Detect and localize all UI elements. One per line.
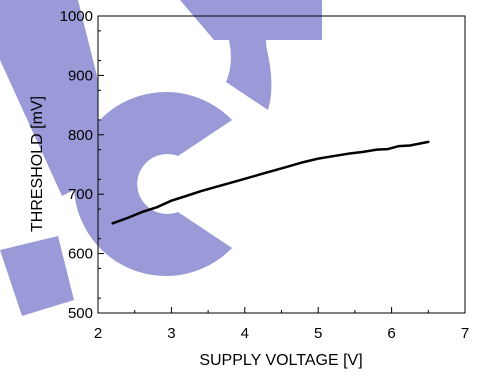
data-point [332, 155, 334, 157]
data-point [258, 173, 261, 176]
x-tick-label: 3 [167, 325, 175, 342]
data-point [346, 153, 349, 155]
data-point [273, 169, 276, 172]
y-tick-label: 600 [68, 246, 93, 263]
watermark-left-stroke [0, 0, 98, 196]
data-point [155, 206, 158, 209]
y-axis-title: THRESHOLD [mV] [29, 96, 46, 232]
data-point [214, 186, 217, 188]
series [111, 140, 430, 225]
x-tick-label: 7 [461, 325, 469, 342]
data-point [427, 141, 430, 143]
y-tick-label: 700 [68, 186, 93, 203]
data-point [126, 217, 129, 219]
data-point [398, 145, 400, 147]
data-point [200, 190, 202, 192]
data-point [170, 199, 173, 202]
tick-labels: 2 3 4 5 6 7 500 600 700 800 900 1000 [60, 8, 470, 342]
watermark [0, 0, 322, 316]
data-point [317, 157, 320, 160]
data-point [229, 182, 231, 184]
data-point [244, 178, 246, 180]
x-tick-label: 6 [387, 325, 395, 342]
data-point [376, 148, 378, 151]
axes [97, 15, 466, 314]
data-point [387, 148, 389, 150]
data-point [141, 211, 143, 213]
watermark-bottom-left-stroke [0, 236, 74, 316]
data-point [111, 222, 114, 225]
watermark-t-shape [180, 0, 322, 110]
x-tick-label: 5 [314, 325, 322, 342]
y-tick-label: 1000 [60, 8, 93, 25]
x-tick-label: 2 [94, 325, 102, 342]
data-point [302, 161, 305, 163]
y-tick-label: 500 [68, 305, 93, 322]
data-point [409, 144, 411, 147]
data-point [288, 165, 290, 168]
watermark-c-shape [73, 92, 232, 276]
x-tick-label: 4 [241, 325, 249, 342]
data-point [361, 151, 364, 153]
x-axis-title: SUPPLY VOLTAGE [V] [199, 352, 362, 369]
data-point [185, 195, 187, 197]
y-tick-label: 900 [68, 67, 93, 84]
y-tick-label: 800 [68, 127, 93, 144]
